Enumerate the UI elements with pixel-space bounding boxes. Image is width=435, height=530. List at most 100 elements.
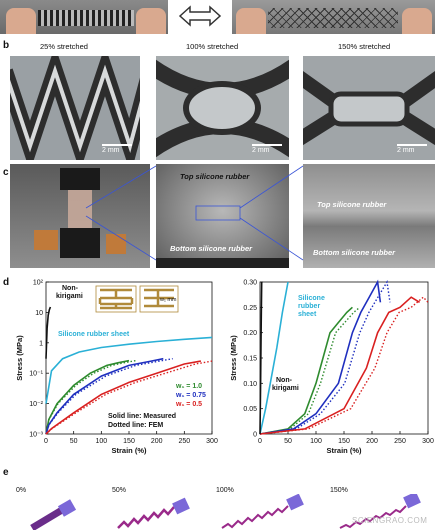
note-fem: Dotted line: FEM [108, 422, 163, 429]
caption-100: 100% stretched [186, 42, 239, 51]
sem-image: Top silicone rubber Bottom silicone rubb… [156, 164, 289, 268]
series-line-3 [259, 296, 421, 435]
y-tick-label: 10⁻² [29, 401, 43, 408]
strip-100-icon [221, 494, 304, 529]
x-axis-label: Strain (%) [326, 446, 362, 455]
annot-nonkirigami-1: Non- [276, 377, 293, 384]
x-tick-label: 200 [151, 438, 163, 445]
left-stress-strain-chart: 0 50 100 150 200 250 300 10² 10 1 10⁻¹ 10⁻² 10⁻³ Stra… [15, 280, 218, 456]
scalebar-line [252, 144, 282, 146]
caption-150: 150% stretched [338, 42, 391, 51]
strip-0-icon [30, 499, 77, 530]
sem-bottom-label: Bottom silicone rubber [170, 244, 253, 253]
note-measured: Solid line: Measured [108, 413, 176, 420]
series-fem-line-1 [259, 306, 361, 435]
scalebar-line [102, 144, 132, 146]
series-line-4 [45, 306, 52, 359]
x-axis-label: Strain (%) [111, 446, 147, 455]
y-tick-label: 0.25 [243, 305, 257, 312]
finger-right-icon [402, 8, 432, 34]
zigzag-icon [10, 56, 140, 160]
x-tick-label: 150 [123, 438, 135, 445]
kirigami-strip-icon [38, 10, 134, 26]
y-axis-label: Stress (MPa) [15, 335, 24, 381]
y-tick-label: 1 [39, 340, 43, 347]
y-tick-label: 0.05 [243, 406, 257, 413]
annot-silicone: Silicone rubber sheet [58, 331, 130, 338]
y-tick-label: 0.10 [243, 381, 257, 388]
zoom-guide-lines [85, 165, 304, 261]
scalebar-label: 2 mm [397, 147, 415, 154]
x-tick-label: 50 [70, 438, 78, 445]
series-fem-line-3 [45, 360, 213, 435]
annot-silicone-2: sheet [298, 311, 317, 318]
device-photo [10, 164, 150, 268]
cell-icon [156, 59, 289, 158]
x-tick-label: 0 [258, 438, 262, 445]
finger-left-icon [236, 8, 266, 34]
y-tick-label: 0.20 [243, 330, 257, 337]
right-stress-strain-chart: 0 50 100 150 200 250 300 0 0.05 0.10 0.15 0.20 0.25 0… [229, 279, 434, 456]
clip-icon [60, 228, 100, 258]
scalebar-line [397, 144, 427, 146]
strain-0: 0% [16, 487, 27, 494]
y-tick-label: 0.30 [243, 280, 257, 287]
series-line-1 [259, 306, 353, 435]
scalebar-label: 2 mm [252, 147, 270, 154]
series-line-3 [45, 360, 202, 435]
strain-100: 100% [216, 487, 234, 494]
panel-d-label: d [3, 277, 10, 288]
legend-entry-1: w₁ = 0.75 [175, 392, 206, 399]
y-tick-label: 10² [33, 280, 44, 287]
legend-entry-0: w₁ = 1.0 [175, 383, 202, 390]
panel-a-photo-left [0, 0, 168, 34]
clip-icon [60, 168, 100, 190]
series-line-2 [259, 279, 382, 435]
sem-bottom-band [156, 258, 289, 268]
x-tick-label: 300 [206, 438, 218, 445]
series-line-4 [259, 281, 263, 435]
panel-a-photo-right [232, 0, 435, 34]
connector-icon [106, 234, 126, 254]
panel-e-label: e [3, 467, 9, 478]
y-tick-label: 10⁻³ [29, 432, 43, 439]
sample-icon [68, 190, 92, 228]
x-tick-label: 250 [394, 438, 406, 445]
y-tick-label: 0.15 [243, 356, 257, 363]
scalebar-label: 2 mm [102, 147, 120, 154]
simulation-strips [30, 494, 421, 530]
strain-50: 50% [112, 487, 127, 494]
watermark: SCIENGRAO.COM [352, 516, 428, 525]
annot-silicone-1: rubber [298, 303, 320, 310]
connector-icon [34, 230, 58, 250]
stretched-lattice-icon [268, 8, 398, 28]
finger-right-icon [136, 8, 166, 34]
zoom-top-label: Top silicone rubber [317, 200, 387, 209]
x-tick-label: 150 [338, 438, 350, 445]
x-tick-label: 250 [178, 438, 190, 445]
series-fem-line-2 [45, 358, 173, 435]
x-tick-label: 0 [44, 438, 48, 445]
inset-pattern-icon [98, 288, 134, 310]
inset-zoom-icon [144, 288, 174, 308]
strip-50-icon [117, 497, 190, 529]
y-tick-label: 10 [35, 310, 43, 317]
micrograph-100: 2 mm [156, 56, 289, 160]
x-tick-label: 200 [366, 438, 378, 445]
zoom-bottom-label: Bottom silicone rubber [313, 248, 396, 257]
micrograph-25: 2 mm [10, 56, 140, 160]
finger-left-icon [6, 8, 36, 34]
x-tick-label: 100 [95, 438, 107, 445]
x-tick-label: 300 [422, 438, 434, 445]
y-tick-label: 0 [253, 432, 257, 439]
x-tick-label: 50 [284, 438, 292, 445]
strip-150-icon [339, 494, 421, 529]
annot-nonkirigami-2: kirigami [272, 385, 299, 392]
annot-silicone-0: Silicone [298, 295, 325, 302]
x-tick-label: 100 [310, 438, 322, 445]
y-axis-label: Stress (MPa) [229, 335, 238, 381]
series-fem-line-3 [259, 296, 429, 435]
sem-zoom-image: Top silicone rubber Bottom silicone rubb… [303, 164, 435, 268]
legend-entry-2: w₁ = 0.5 [175, 401, 202, 408]
series-fem-line-2 [259, 279, 391, 435]
